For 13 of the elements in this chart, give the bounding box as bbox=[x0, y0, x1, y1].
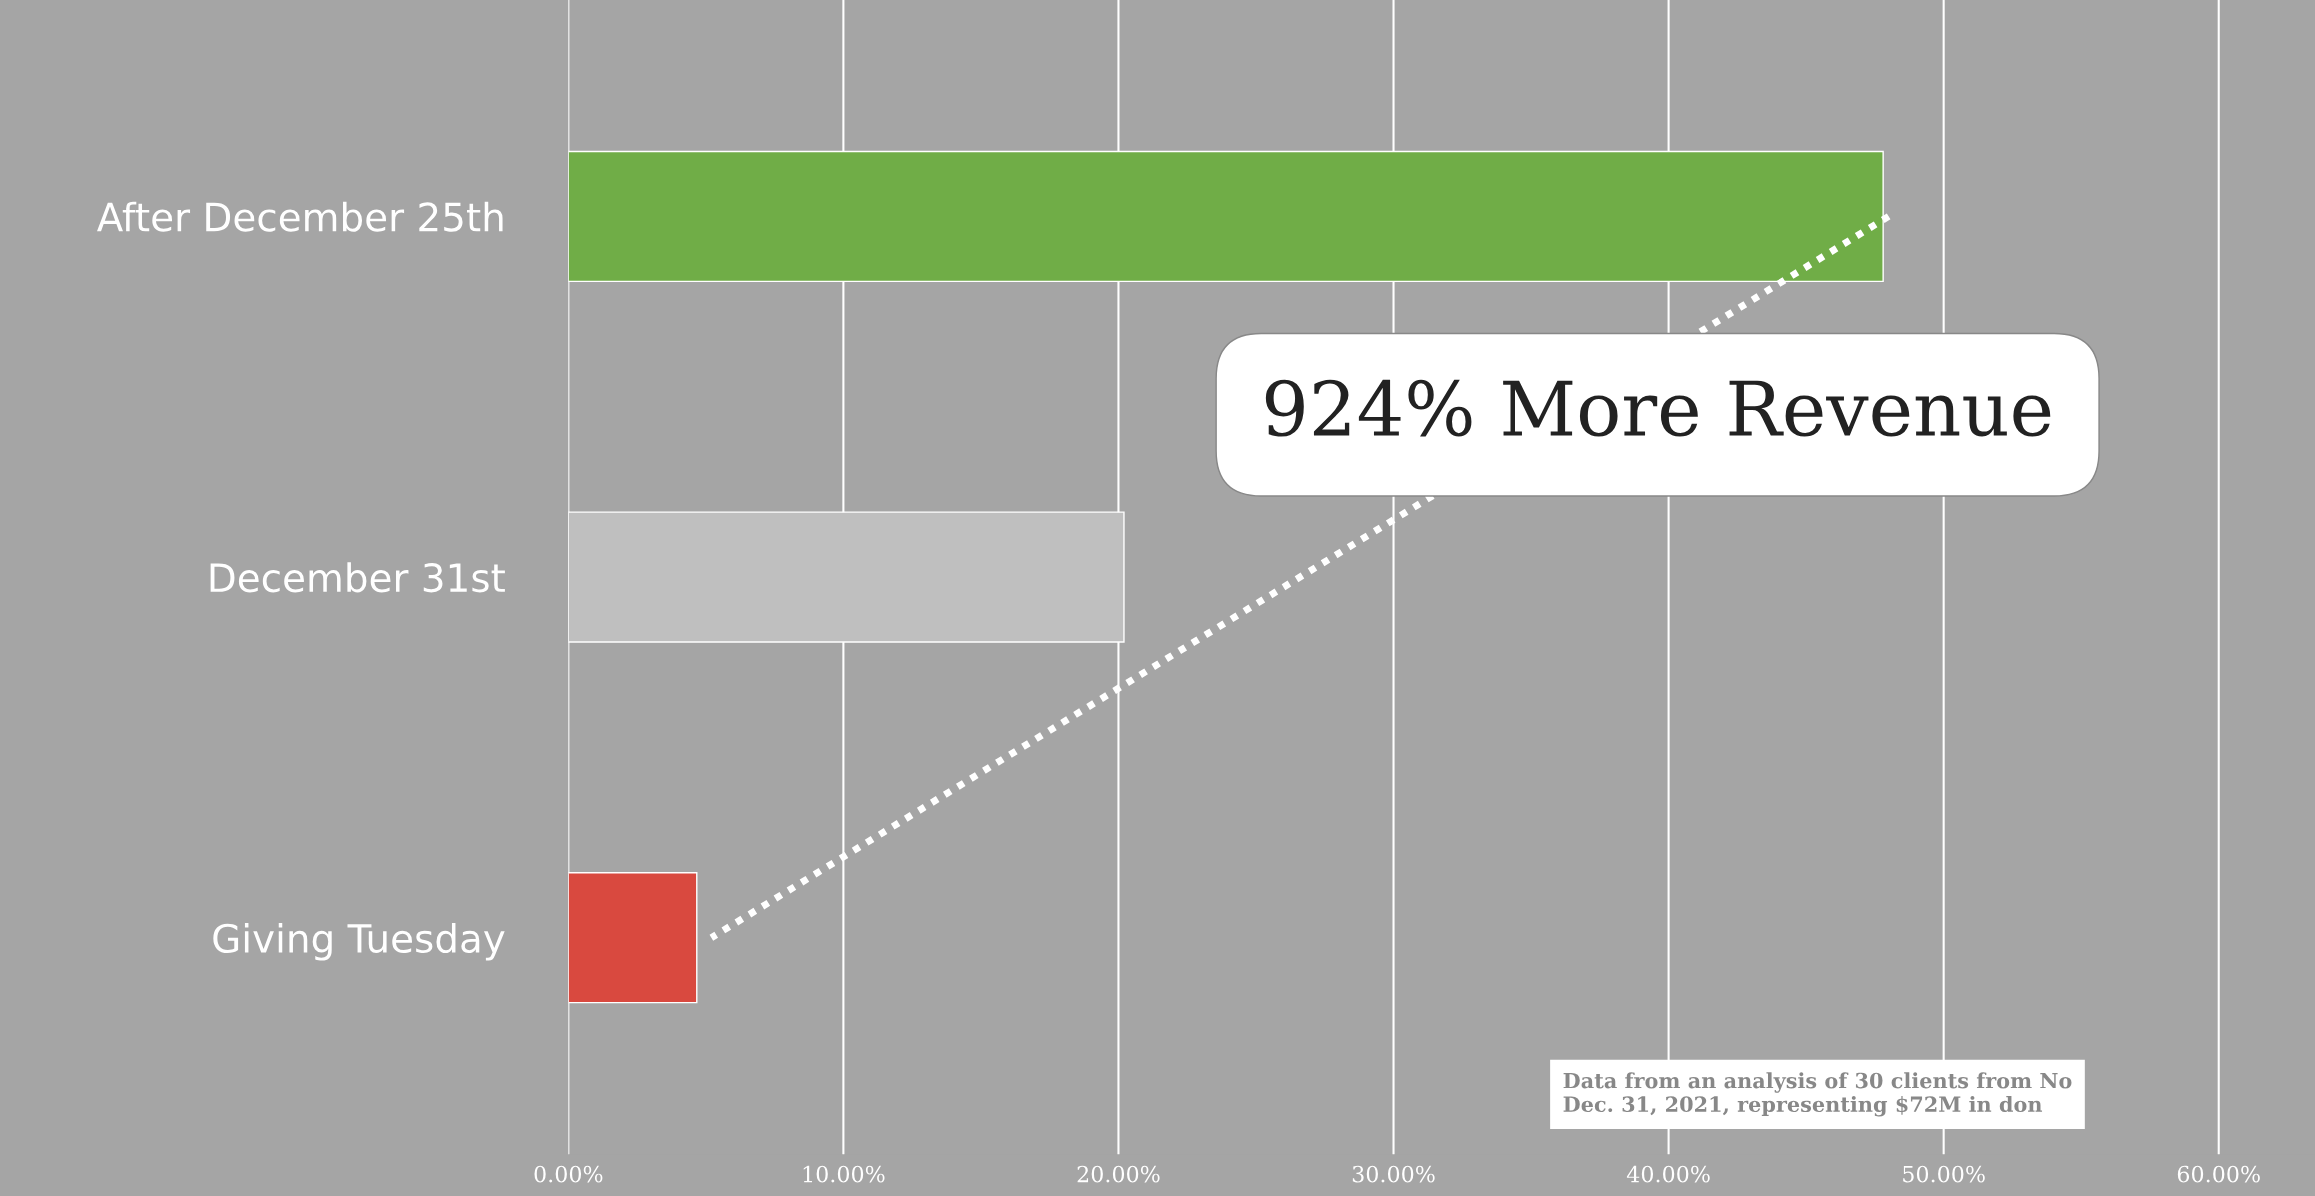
x-tick-label: 50.00% bbox=[1903, 1165, 1985, 1183]
annotation: 924% More Revenue bbox=[1265, 379, 2051, 437]
x-tick-label: 10.00% bbox=[803, 1165, 885, 1183]
x-tick-label: 0.00% bbox=[534, 1165, 603, 1183]
x-tick-label: 60.00% bbox=[2177, 1165, 2260, 1183]
bar bbox=[568, 872, 698, 1004]
y-tick-label: Giving Tuesday bbox=[213, 922, 505, 961]
x-tick-label: 40.00% bbox=[1626, 1165, 1710, 1183]
x-tick-label: 20.00% bbox=[1077, 1165, 1160, 1183]
annotation: Data from an analysis of 30 clients from No Dec. 31, 2021, representing $72M in don bbox=[1563, 1072, 2072, 1117]
y-tick-label: After December 25th bbox=[97, 201, 503, 232]
x-tick-label: 30.00% bbox=[1352, 1165, 1435, 1183]
y-tick-label: December 31st bbox=[210, 562, 505, 593]
